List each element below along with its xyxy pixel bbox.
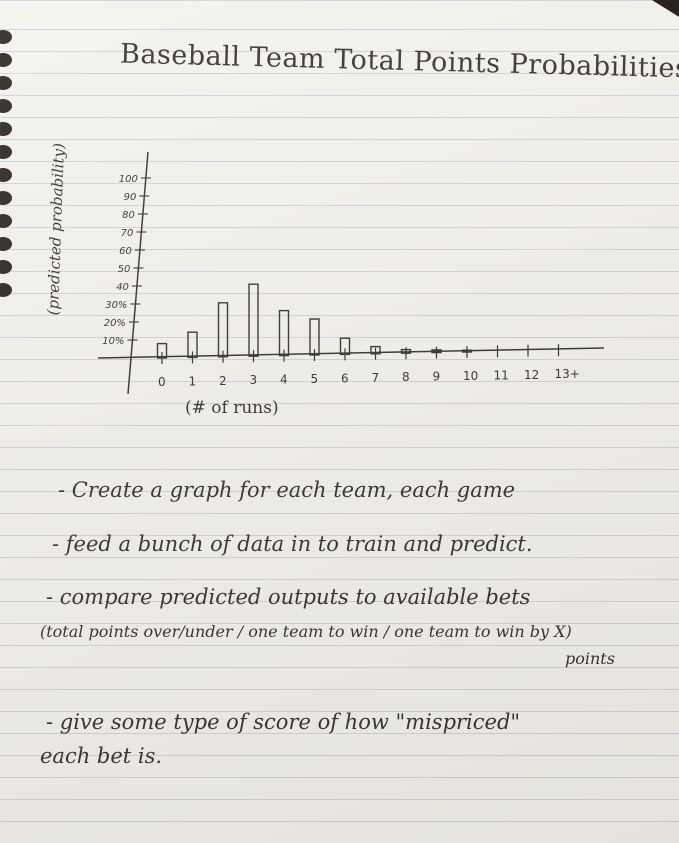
spiral-hole [0, 76, 12, 90]
bar [217, 302, 229, 358]
spiral-hole [0, 99, 12, 113]
note-line-2: - feed a bunch of data in to train and p… [52, 532, 533, 556]
spiral-hole [0, 214, 12, 228]
note-line-4: (total points over/under / one team to w… [40, 622, 572, 641]
y-axis-line [127, 151, 149, 395]
x-tick-label: 8 [402, 370, 410, 384]
spiral-holes [0, 30, 22, 790]
y-tick-label: 10% [102, 336, 124, 347]
note-line-1: - Create a graph for each team, each gam… [58, 478, 516, 502]
y-tick-labels: 100 90 80 70 60 50 40 30% 20% 10% [102, 174, 151, 347]
spiral-hole [0, 283, 12, 297]
note-line-3: - compare predicted outputs to available… [46, 585, 531, 609]
spiral-hole [0, 237, 12, 251]
y-tick-label: 20% [104, 318, 126, 329]
note-line-7: each bet is. [40, 744, 163, 768]
note-line-5: points [565, 649, 615, 668]
x-tick-label: 11 [494, 368, 509, 382]
spiral-hole [0, 145, 12, 159]
x-tick-label: 5 [311, 372, 319, 386]
chart-bars [156, 283, 473, 359]
x-tick-label: 2 [219, 374, 227, 388]
y-tick-label: 50 [118, 264, 131, 275]
spiral-hole [0, 191, 12, 205]
x-tick-label: 10 [463, 369, 478, 383]
x-tick-label: 1 [189, 374, 197, 388]
x-tick-label: 6 [341, 371, 349, 385]
x-tick-label: 12 [524, 368, 539, 382]
y-tick-label: 60 [119, 246, 132, 257]
spiral-hole [0, 30, 12, 44]
x-tick-label: 4 [280, 373, 288, 387]
x-tick-label: 0 [158, 375, 166, 389]
x-tick-labels: 0 1 2 3 4 5 6 7 8 9 10 11 12 13+ [158, 344, 580, 389]
x-tick-label: 3 [250, 373, 258, 387]
note-line-6: - give some type of score of how "mispri… [46, 710, 521, 734]
x-axis-label: (# of runs) [185, 398, 279, 418]
y-tick-label: 80 [122, 210, 135, 221]
spiral-hole [0, 168, 12, 182]
bar [248, 283, 259, 357]
x-tick-label: 13+ [555, 367, 580, 381]
y-tick-label: 40 [116, 282, 129, 293]
y-tick-label: 90 [124, 192, 137, 203]
y-tick-label: 70 [121, 228, 134, 239]
y-tick-label: 30% [105, 300, 127, 311]
bar [278, 309, 290, 357]
spiral-hole [0, 53, 12, 67]
spiral-hole [0, 122, 12, 136]
chart-axes [97, 151, 605, 395]
x-tick-label: 9 [433, 370, 441, 384]
spiral-hole [0, 260, 12, 274]
x-axis-line [97, 347, 605, 359]
y-tick-label: 100 [119, 174, 138, 185]
x-tick-label: 7 [372, 371, 380, 385]
